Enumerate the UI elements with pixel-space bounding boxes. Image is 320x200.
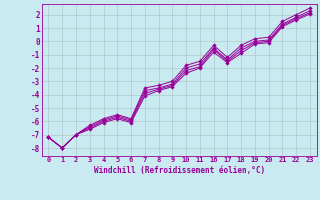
X-axis label: Windchill (Refroidissement éolien,°C): Windchill (Refroidissement éolien,°C) <box>94 166 265 175</box>
